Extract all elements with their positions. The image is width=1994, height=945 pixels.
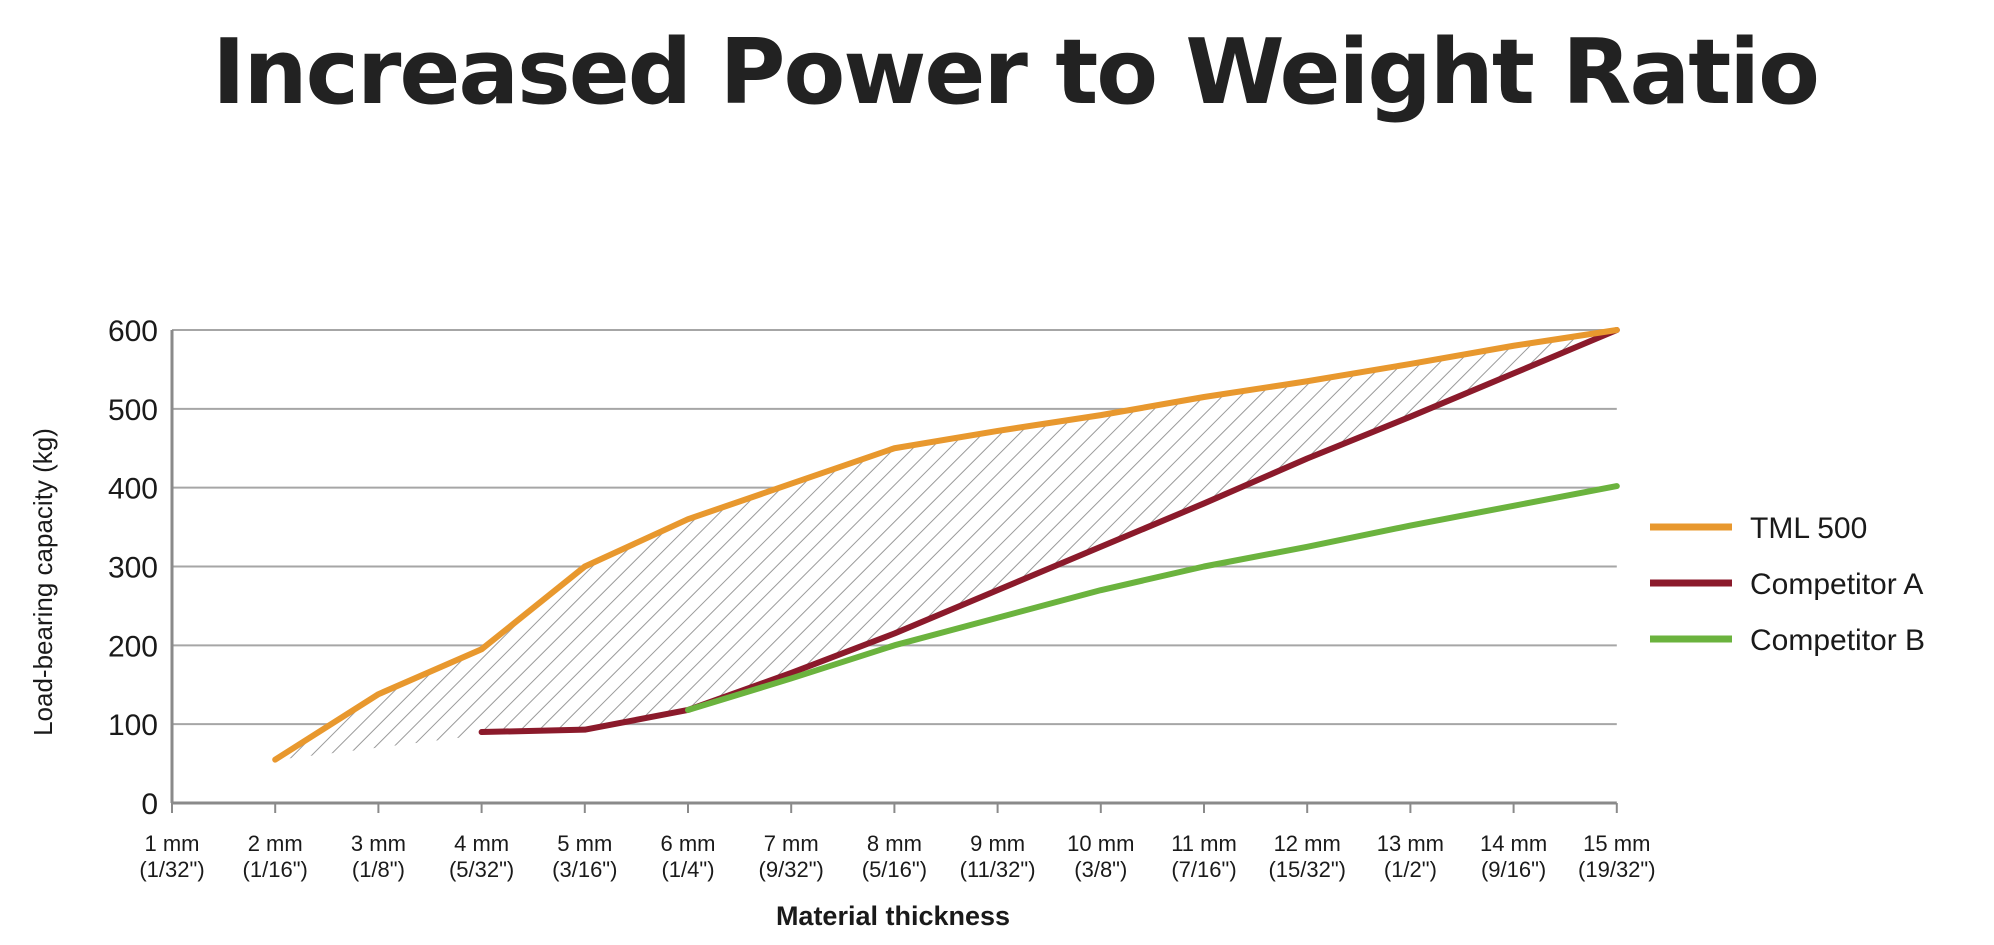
advantage-area <box>275 330 1617 760</box>
legend-label: Competitor A <box>1750 568 1923 601</box>
x-tick-label-inch: (1/8") <box>352 857 405 882</box>
x-tick-label: 11 mm <box>1171 831 1237 856</box>
series-line-1 <box>478 327 1620 736</box>
x-tick-label-inch: (15/32") <box>1268 857 1346 882</box>
x-tick-label: 10 mm <box>1067 831 1134 856</box>
legend-label: TML 500 <box>1750 512 1867 545</box>
legend-label: Competitor B <box>1750 624 1925 657</box>
series-lines <box>272 327 1620 763</box>
x-tick-label-inch: (5/16") <box>862 857 927 882</box>
x-tick-label-inch: (1/16") <box>243 857 308 882</box>
y-tick-label: 600 <box>108 315 158 348</box>
series-line-0 <box>272 327 1620 763</box>
y-tick-label: 300 <box>108 552 158 585</box>
legend: TML 500 Competitor A Competitor B <box>1650 512 1925 657</box>
y-tick-label: 500 <box>108 394 158 427</box>
x-tick-label-inch: (19/32") <box>1578 857 1656 882</box>
x-tick-label-inch: (9/32") <box>759 857 824 882</box>
y-axis-title: Load-bearing capacity (kg) <box>28 428 58 736</box>
x-tick-label: 4 mm <box>454 831 509 856</box>
x-tick-label: 5 mm <box>557 831 612 856</box>
x-tick-label: 9 mm <box>970 831 1025 856</box>
x-tick-label: 12 mm <box>1274 831 1341 856</box>
y-tick-label: 0 <box>141 788 158 821</box>
x-tick-label-inch: (7/16") <box>1171 857 1236 882</box>
x-axis-title: Material thickness <box>776 901 1010 931</box>
page-title: Increased Power to Weight Ratio <box>212 20 1820 125</box>
x-tick-label-inch: (3/8") <box>1074 857 1127 882</box>
x-tick-label-inch: (3/16") <box>552 857 617 882</box>
y-tick-label: 100 <box>108 709 158 742</box>
x-tick-label-inch: (1/32") <box>139 857 204 882</box>
y-tick-label: 400 <box>108 473 158 506</box>
x-tick-label: 2 mm <box>248 831 303 856</box>
x-tick-label: 6 mm <box>661 831 716 856</box>
x-tick-label-inch: (1/2") <box>1384 857 1437 882</box>
x-tick-label: 8 mm <box>867 831 922 856</box>
tick-labels: 0 100 200 300 400 500 600 1 mm(1/32") 2 mm(1/16"… <box>108 315 1656 882</box>
x-tick-label: 3 mm <box>351 831 406 856</box>
x-tick-label-inch: (9/16") <box>1481 857 1546 882</box>
x-tick-label-inch: (11/32") <box>960 857 1036 882</box>
y-tick-label: 200 <box>108 630 158 663</box>
x-tick-label-inch: (1/4") <box>661 857 714 882</box>
x-tick-label: 15 mm <box>1583 831 1650 856</box>
series-line-2 <box>685 483 1620 713</box>
x-tick-label: 13 mm <box>1377 831 1444 856</box>
x-tick-label-inch: (5/32") <box>449 857 514 882</box>
x-tick-label: 1 mm <box>145 831 200 856</box>
x-tick-label: 7 mm <box>764 831 819 856</box>
hatch-area <box>275 330 1617 760</box>
x-tick-label: 14 mm <box>1480 831 1547 856</box>
axes <box>170 330 1618 813</box>
